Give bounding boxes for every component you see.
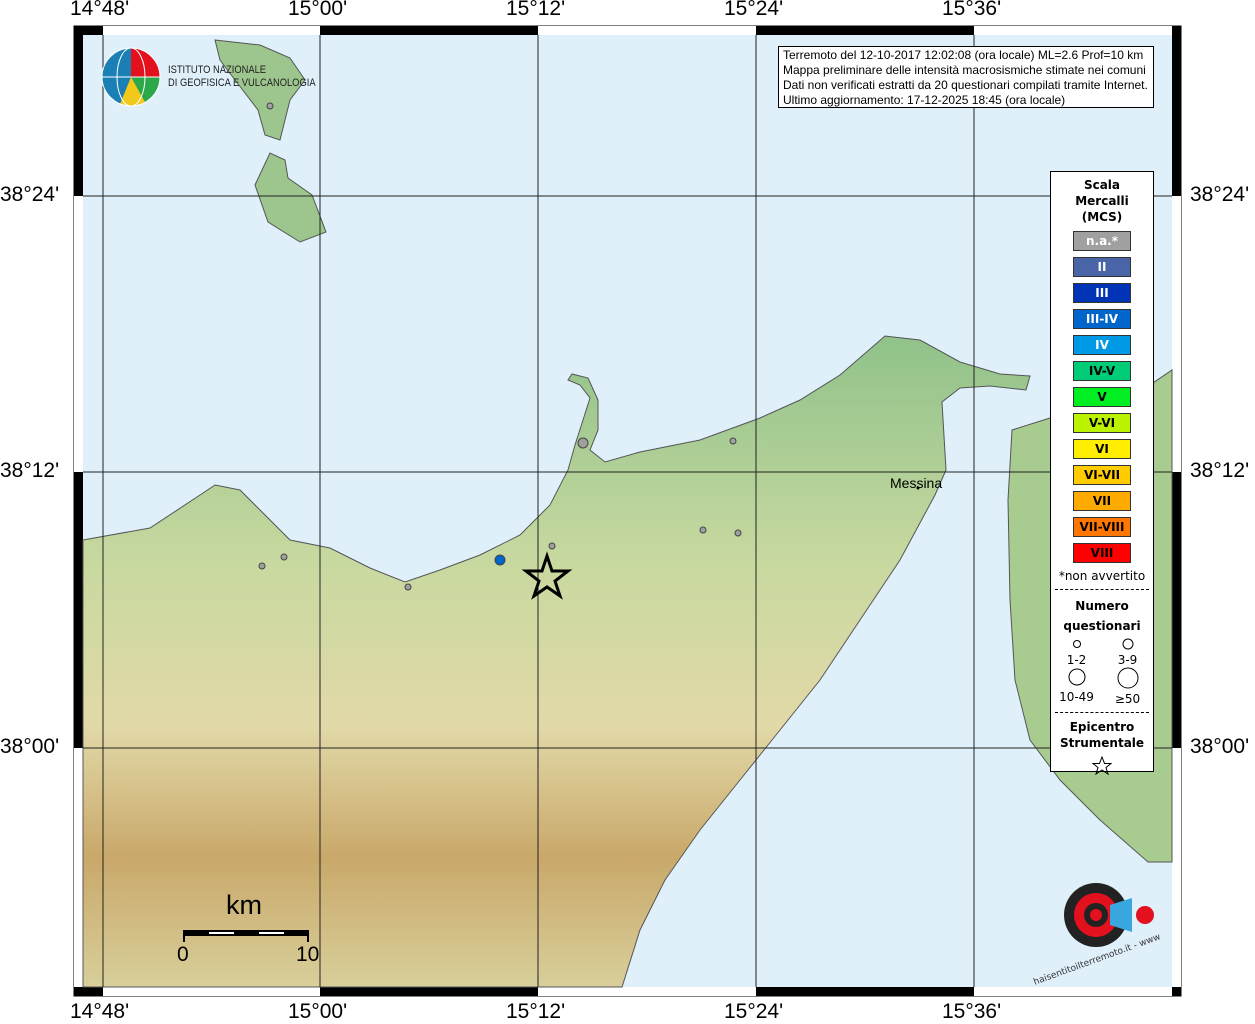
intensity-point-iii-iv xyxy=(494,554,506,566)
legend-title: Mercalli xyxy=(1075,194,1129,208)
ingv-name-line2: DI GEOFISICA E VULCANOLOGIA xyxy=(168,77,316,89)
lipari-island xyxy=(214,39,306,141)
intensity-class-swatch: IV xyxy=(1073,335,1131,355)
lon-label: 15°12' xyxy=(506,1000,566,1023)
count-label: 3-9 xyxy=(1117,653,1138,667)
intensity-point xyxy=(577,437,589,449)
city-label-messina: Messina xyxy=(890,475,943,491)
intensity-class-swatch: III-IV xyxy=(1073,309,1131,329)
circle-medium-icon xyxy=(1122,638,1133,650)
count-title: questionari xyxy=(1063,619,1141,633)
lat-label: 38°00' xyxy=(0,735,60,758)
intensity-point xyxy=(266,102,274,110)
count-title: Numero xyxy=(1075,599,1129,613)
scale-max: 10 xyxy=(296,943,320,966)
legend-title: Scala xyxy=(1083,178,1121,192)
lat-label: 38°12' xyxy=(1190,459,1250,482)
last-update: Ultimo aggiornamento: 17-12-2025 18:45 (… xyxy=(783,93,1066,107)
epicenter-title: Epicentro xyxy=(1069,720,1135,734)
legend-title: (MCS) xyxy=(1081,210,1123,224)
intensity-class-swatch: V-VI xyxy=(1073,413,1131,433)
intensity-class-swatch: VIII xyxy=(1073,543,1131,563)
intensity-point xyxy=(734,529,742,537)
data-note: Dati non verificati estratti da 20 quest… xyxy=(783,78,1148,92)
intensity-point xyxy=(548,542,556,550)
lon-label: 14°48' xyxy=(70,1000,130,1023)
event-line: Terremoto del 12-10-2017 12:02:08 (ora l… xyxy=(783,48,1144,62)
epicenter-title: Strumentale xyxy=(1059,736,1145,750)
intensity-class-swatch: VI xyxy=(1073,439,1131,459)
circle-large-icon xyxy=(1068,668,1085,686)
hst-logo-icon xyxy=(1064,883,1154,947)
circle-small-icon xyxy=(1072,640,1081,648)
intensity-point xyxy=(729,437,737,445)
lon-label: 14°48' xyxy=(70,0,130,20)
lon-label: 15°12' xyxy=(506,0,566,20)
lat-label: 38°00' xyxy=(1190,735,1250,758)
intensity-point xyxy=(404,583,412,591)
intensity-class-swatch: n.a.* xyxy=(1073,231,1131,251)
legend-note: *non avvertito xyxy=(1058,569,1146,583)
count-label: ≥50 xyxy=(1114,692,1141,706)
intensity-point xyxy=(699,526,707,534)
epicenter-star-icon xyxy=(521,551,573,600)
intensity-class-swatch: VI-VII xyxy=(1073,465,1131,485)
lon-label: 15°00' xyxy=(288,0,348,20)
scale-bar xyxy=(183,930,309,942)
lat-label: 38°12' xyxy=(0,459,60,482)
lon-label: 15°36' xyxy=(942,0,1002,20)
scale-min: 0 xyxy=(177,943,189,966)
count-label: 1-2 xyxy=(1066,653,1087,667)
lon-label: 15°36' xyxy=(942,1000,1002,1023)
lon-label: 15°24' xyxy=(724,1000,784,1023)
scale-unit: km xyxy=(226,890,262,920)
map-description: Mappa preliminare delle intensità macros… xyxy=(783,63,1146,77)
intensity-class-swatch: VII-VIII xyxy=(1073,517,1131,537)
globe-icon xyxy=(101,47,161,107)
event-info-box: Terremoto del 12-10-2017 12:02:08 (ora l… xyxy=(778,46,1154,108)
lon-label: 15°00' xyxy=(288,1000,348,1023)
lat-label: 38°24' xyxy=(0,183,60,206)
lat-label: 38°24' xyxy=(1190,183,1250,206)
vulcano-island xyxy=(254,152,327,243)
city-marker xyxy=(916,486,920,490)
star-icon xyxy=(1091,755,1113,776)
circle-xlarge-icon xyxy=(1117,667,1138,689)
lon-label: 15°24' xyxy=(724,0,784,20)
intensity-point xyxy=(258,562,266,570)
intensity-point xyxy=(280,553,288,561)
intensity-class-swatch: III xyxy=(1073,283,1131,303)
intensity-class-swatch: V xyxy=(1073,387,1131,407)
count-label: 10-49 xyxy=(1059,690,1094,704)
legend: Scala Mercalli (MCS) n.a.* II III III-IV IV I… xyxy=(1050,171,1154,776)
intensity-class-swatch: II xyxy=(1073,257,1131,277)
ingv-name-line1: ISTITUTO NAZIONALE xyxy=(168,64,267,76)
intensity-class-swatch: IV-V xyxy=(1073,361,1131,381)
intensity-class-swatch: VII xyxy=(1073,491,1131,511)
